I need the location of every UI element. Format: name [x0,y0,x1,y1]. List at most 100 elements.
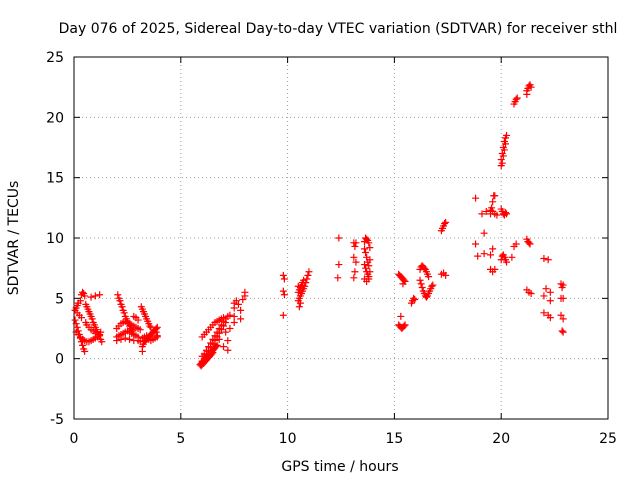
data-point [489,198,497,206]
data-point [474,252,482,260]
data-point [442,218,450,226]
y-tick-label: 5 [55,291,64,307]
x-tick-label: 20 [492,431,510,447]
data-point [441,220,449,228]
data-point [213,328,221,336]
data-point [81,292,89,300]
data-point [152,328,160,336]
data-point [334,274,342,282]
data-point [360,261,368,269]
data-point [230,318,238,326]
data-point [557,311,565,319]
data-point [200,350,208,358]
data-point [352,258,360,266]
data-point [81,347,89,355]
data-point [503,258,511,266]
data-point [501,209,509,217]
data-point [118,303,126,311]
data-point [487,206,495,214]
data-point [136,326,144,334]
data-point [79,288,87,296]
data-point [417,280,425,288]
data-point [363,235,371,243]
y-tick-label: 20 [46,110,64,126]
y-tick-label: 0 [55,352,64,368]
data-point [209,349,217,357]
data-point [230,304,238,312]
axis-ticks: 0 5 10 15 20 25 -5 0 5 10 15 20 25 [46,50,617,447]
data-point [557,294,565,302]
data-point [366,244,374,252]
data-point [400,276,408,284]
data-point [527,83,535,91]
data-point [153,323,161,331]
data-point [224,346,232,354]
data-point [237,315,245,323]
data-point [147,323,155,331]
data-point [362,264,370,272]
y-tick-label: 25 [46,50,64,66]
data-point [138,347,146,355]
data-point [360,245,368,253]
data-point [482,207,490,215]
data-point [335,234,343,242]
data-point [305,268,313,276]
data-point [351,242,359,250]
data-point [526,240,534,248]
data-point [73,323,81,331]
data-point [211,332,219,340]
data-point [215,335,223,343]
data-point [491,265,499,273]
data-point [202,346,210,354]
data-point [558,327,566,335]
data-point [420,264,428,272]
data-point [487,251,495,259]
data-point [558,283,566,291]
data-points [71,81,567,370]
data-point [91,292,99,300]
data-point [143,332,151,340]
data-point [226,311,234,319]
data-point [397,312,405,320]
data-point [525,239,533,247]
data-point [350,274,358,282]
data-point [226,325,234,332]
data-point [422,293,430,301]
data-point [429,281,437,289]
data-point [527,290,535,298]
data-point [503,210,511,218]
data-point [425,273,433,281]
y-tick-label: 10 [46,231,64,247]
data-point [351,268,359,276]
data-point [300,276,308,284]
data-point [88,315,96,323]
data-point [512,240,520,248]
data-point [91,329,99,337]
data-point [480,229,488,237]
data-point [411,296,419,304]
data-point [126,335,134,343]
data-point [540,292,548,300]
data-point [491,192,499,200]
data-point [239,296,247,304]
x-tick-label: 0 [70,431,79,447]
data-point [77,314,85,322]
data-point [220,343,228,351]
data-point [366,256,374,264]
data-point [540,255,548,263]
data-point [211,340,219,348]
data-point [279,311,287,319]
x-axis-label: GPS time / hours [281,459,398,475]
data-point [232,297,240,305]
data-point [96,291,104,299]
data-point [79,341,87,349]
data-point [508,253,516,261]
data-point [544,256,552,264]
data-point [559,315,567,323]
y-tick-label: -5 [50,412,64,428]
data-point [401,321,409,329]
data-point [215,325,223,332]
data-point [512,95,520,103]
data-point [442,271,450,279]
data-point [87,293,95,301]
